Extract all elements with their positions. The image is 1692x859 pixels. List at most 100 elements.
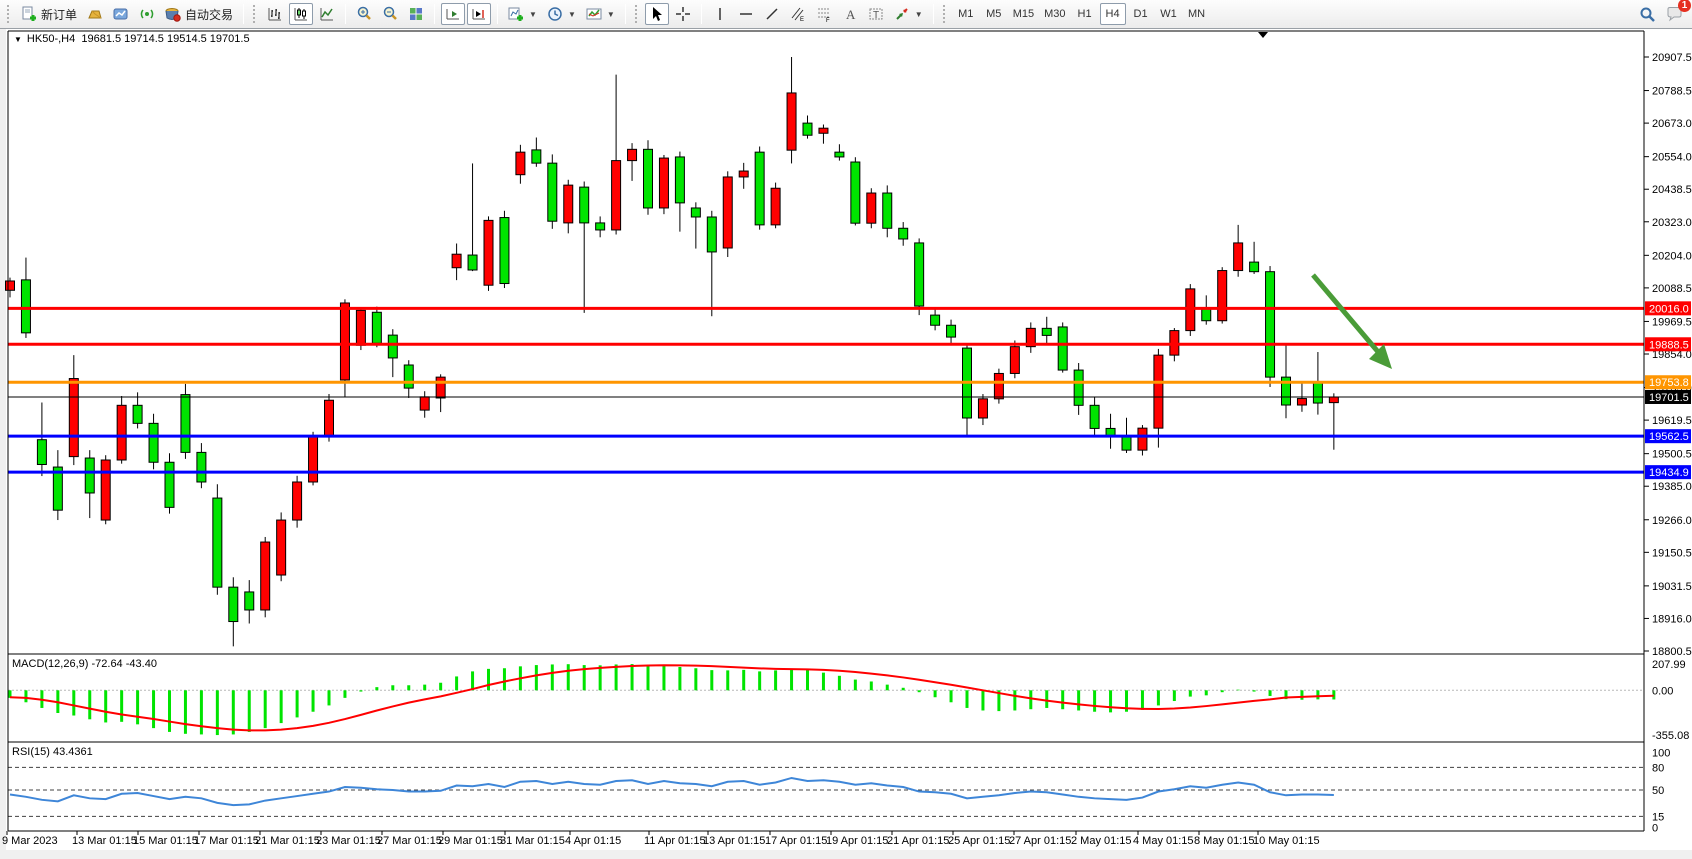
price-badge [1645,337,1691,352]
chart-shift-button[interactable] [467,3,492,25]
timeframe-button-W1[interactable]: W1 [1160,8,1177,20]
svg-text:20673.0: 20673.0 [1652,118,1692,130]
svg-text:19753.8: 19753.8 [1649,377,1689,389]
text-label-icon: T [869,8,883,21]
trendline-icon [766,8,778,20]
horizontal-line-button[interactable] [734,3,758,25]
channel-button[interactable]: E [786,3,810,25]
price-badge [1645,465,1691,480]
svg-text:20438.5: 20438.5 [1652,184,1692,196]
chart-title-symbol: HK50-,H4 [26,33,76,45]
chart-menu-arrow-icon[interactable]: ▼ [14,35,22,44]
rsi-axis-label: 15 [1652,811,1664,823]
toolbar-grip[interactable] [634,5,640,23]
toolbar-grip[interactable] [942,5,948,23]
svg-text:25 Apr 01:15: 25 Apr 01:15 [948,835,1010,847]
rsi-line [9,776,1334,807]
toolbar-grip[interactable] [7,5,12,23]
timeframe-button-H4[interactable]: H4 [1099,3,1126,25]
tile-windows-button[interactable] [404,3,428,25]
vertical-line-button[interactable] [708,3,732,25]
bar-chart-button[interactable] [263,3,287,25]
svg-text:15 Mar 01:15: 15 Mar 01:15 [133,835,198,847]
zoom-out-icon [383,6,397,20]
chart-window-button[interactable] [109,3,133,25]
candlestick-chart-icon [294,8,308,21]
period-clock-icon [548,7,562,21]
chart-title: ▼ HK50-,H4 19681.5 19714.5 19514.5 19701.… [14,33,250,45]
timeframe-button-H1[interactable]: H1 [1077,8,1092,20]
svg-text:19701.5: 19701.5 [1649,392,1689,404]
chart-shift-marker-icon[interactable] [1258,32,1268,38]
svg-text:19266.0: 19266.0 [1652,515,1692,527]
svg-text:19500.5: 19500.5 [1652,449,1692,461]
cursor-icon [652,7,662,21]
svg-text:13 Apr 01:15: 13 Apr 01:15 [703,835,765,847]
search-button[interactable] [1635,3,1660,25]
fibonacci-button[interactable]: F [812,3,836,25]
zoom-out-button[interactable] [378,3,402,25]
candlestick-chart-button[interactable] [289,3,314,25]
auto-trading-icon [165,8,181,22]
svg-text:19434.9: 19434.9 [1649,467,1689,479]
trendline-button[interactable] [760,3,784,25]
svg-text:19031.5: 19031.5 [1652,581,1692,593]
svg-text:19562.5: 19562.5 [1649,431,1689,443]
svg-text:4 Apr 01:15: 4 Apr 01:15 [565,835,621,847]
svg-text:8 May 01:15: 8 May 01:15 [1194,835,1255,847]
toolbar-grip[interactable] [253,5,258,23]
notifications-button[interactable]: 1 [1662,0,1691,25]
chart-template-icon [586,8,602,20]
text-icon: A [846,7,856,22]
zoom-in-button[interactable] [352,3,376,25]
svg-text:21 Apr 01:15: 21 Apr 01:15 [887,835,949,847]
svg-text:19969.5: 19969.5 [1652,316,1692,328]
cursor-button[interactable] [644,3,669,25]
svg-text:E: E [800,17,804,22]
timeframe-button-M5[interactable]: M5 [986,8,1002,20]
crosshair-icon [675,7,690,21]
svg-text:18800.5: 18800.5 [1652,646,1692,658]
arrow-shapes-button[interactable]: ▼ [890,3,927,25]
macd-axis-label: -355.08 [1652,730,1689,742]
svg-text:19888.5: 19888.5 [1649,339,1689,351]
svg-text:F: F [826,18,830,22]
new-order-button[interactable]: 新订单 [17,3,81,25]
svg-text:19619.5: 19619.5 [1652,415,1692,427]
add-indicator-icon [508,7,524,21]
signal-button[interactable] [135,3,159,25]
svg-text:2 May 01:15: 2 May 01:15 [1071,835,1132,847]
new-order-label: 新订单 [41,7,78,22]
arrow-shapes-icon [896,8,908,20]
auto-trading-button[interactable]: 自动交易 [161,3,237,25]
add-indicator-button[interactable]: ▼ [504,3,541,25]
rsi-axis-label: 50 [1652,785,1664,797]
timeframe-button-M1[interactable]: M1 [958,8,974,20]
gold-ingot-button[interactable] [83,3,107,25]
horizontal-line-icon [739,13,752,15]
timeframe-button-MN[interactable]: MN [1187,8,1206,20]
timeframe-button-M15[interactable]: M15 [1012,8,1035,20]
timeframe-group: M1 M5 M15 M30 H1 H4 D1 W1 MN [953,3,1210,25]
text-button[interactable]: A [838,3,862,25]
line-chart-button[interactable] [315,3,339,25]
svg-text:19 Apr 01:15: 19 Apr 01:15 [826,835,888,847]
svg-text:A: A [846,7,856,22]
svg-text:20554.0: 20554.0 [1652,152,1692,164]
svg-text:21 Mar 01:15: 21 Mar 01:15 [255,835,320,847]
trend-arrow-annotation[interactable] [1311,273,1392,369]
timeframe-button-M30[interactable]: M30 [1044,8,1066,20]
vertical-line-icon [719,8,721,20]
chart-template-button[interactable]: ▼ [582,3,619,25]
svg-text:27 Apr 01:15: 27 Apr 01:15 [1009,835,1071,847]
chart-window-icon [113,8,128,20]
text-label-button[interactable]: T [864,3,888,25]
auto-scroll-button[interactable] [441,3,466,25]
crosshair-button[interactable] [671,3,695,25]
period-clock-button[interactable]: ▼ [543,3,580,25]
timeframe-button-D1[interactable]: D1 [1133,8,1148,20]
rsi-axis-label: 0 [1652,823,1658,835]
svg-text:11 Apr 01:15: 11 Apr 01:15 [644,835,706,847]
